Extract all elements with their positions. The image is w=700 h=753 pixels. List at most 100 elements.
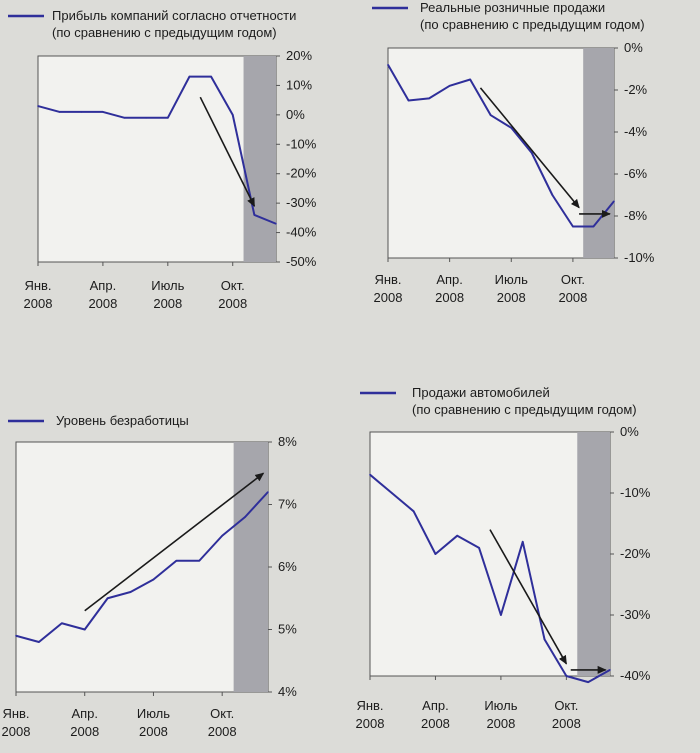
data-point (145, 117, 147, 119)
recession-shade (243, 56, 276, 262)
data-point (587, 681, 589, 683)
x-tick-label-month: Апр. (90, 278, 117, 293)
data-point (188, 75, 191, 78)
y-tick-label: 10% (286, 77, 312, 92)
x-tick-label-year: 2008 (486, 716, 515, 731)
chart-retail: Реальные розничные продажи (по сравнению … (372, 0, 655, 305)
data-point (61, 622, 63, 625)
y-tick-label: 6% (278, 559, 297, 574)
x-tick-label-year: 2008 (70, 724, 99, 739)
recession-shade (583, 48, 614, 258)
chart-title: Реальные розничные продажи (420, 0, 605, 15)
data-point (106, 597, 109, 600)
data-point (387, 64, 389, 66)
x-tick-label-year: 2008 (558, 290, 587, 305)
data-point (572, 225, 574, 228)
data-point (391, 492, 393, 494)
data-point (456, 534, 459, 537)
series-line (15, 491, 269, 643)
data-point (38, 641, 40, 643)
y-tick-label: 5% (278, 622, 297, 637)
x-tick-label-year: 2008 (374, 290, 403, 305)
data-point (543, 638, 546, 641)
y-tick-label: 0% (286, 107, 305, 122)
y-tick-label: -10% (620, 485, 651, 500)
data-point (510, 127, 513, 129)
data-point (448, 85, 451, 87)
data-point (609, 669, 611, 671)
data-point (80, 111, 83, 113)
chart-subtitle: (по сравнению с предыдущим годом) (52, 25, 277, 40)
y-tick-label: 0% (624, 40, 643, 55)
y-tick-label: 7% (278, 497, 297, 512)
recession-shade (233, 442, 268, 692)
x-tick-label-year: 2008 (2, 724, 31, 739)
series-line (369, 473, 611, 684)
data-point (253, 214, 256, 216)
chart-title: Прибыль компаний согласно отчетности (52, 8, 296, 23)
data-point (198, 559, 201, 562)
y-tick-label: -10% (286, 136, 317, 151)
series-line (37, 75, 277, 225)
data-point (129, 591, 132, 593)
y-tick-label: -50% (286, 254, 317, 269)
y-tick-label: -8% (624, 208, 648, 223)
x-tick-label-month: Июль (484, 698, 517, 713)
x-tick-label-year: 2008 (497, 290, 526, 305)
data-point (592, 225, 595, 228)
y-tick-label: -20% (286, 166, 317, 181)
chart-profit: Прибыль компаний согласно отчетности (по … (8, 8, 317, 311)
y-tick-label: -40% (620, 668, 651, 683)
x-tick-label-year: 2008 (435, 290, 464, 305)
data-point (37, 105, 39, 107)
x-tick-label-year: 2008 (24, 296, 53, 311)
y-tick-label: -40% (286, 225, 317, 240)
x-tick-label-year: 2008 (218, 296, 247, 311)
x-tick-label-month: Окт. (221, 278, 245, 293)
x-tick-label-year: 2008 (139, 724, 168, 739)
x-tick-label-month: Янв. (356, 698, 383, 713)
x-tick-label-month: Окт. (554, 698, 578, 713)
data-point (152, 578, 155, 581)
y-tick-label: 4% (278, 684, 297, 699)
plot-area (387, 47, 615, 259)
trend-arrow (479, 87, 580, 209)
y-tick-label: -30% (286, 195, 317, 210)
data-point (244, 516, 246, 518)
data-point (83, 628, 86, 631)
x-tick-label-year: 2008 (88, 296, 117, 311)
x-tick-label-month: Окт. (561, 272, 585, 287)
data-point (275, 222, 277, 225)
x-tick-label-year: 2008 (208, 724, 237, 739)
plot-area (37, 55, 277, 263)
x-tick-label-month: Янв. (2, 706, 29, 721)
y-tick-label: -30% (620, 607, 651, 622)
chart-subtitle: (по сравнению с предыдущим годом) (420, 17, 645, 32)
trend-arrow (489, 529, 568, 665)
plot-area (369, 431, 611, 677)
data-point (412, 510, 415, 513)
data-point (428, 97, 430, 100)
y-tick-label: -20% (620, 546, 651, 561)
x-tick-label-month: Июль (137, 706, 170, 721)
x-tick-label-month: Окт. (210, 706, 234, 721)
data-point (469, 78, 471, 81)
data-point (369, 473, 371, 476)
data-point (478, 547, 480, 549)
data-point (210, 75, 212, 78)
data-point (434, 553, 437, 555)
x-tick-label-year: 2008 (421, 716, 450, 731)
y-tick-label: 0% (620, 424, 639, 439)
data-point (521, 541, 524, 543)
x-tick-label-month: Апр. (71, 706, 98, 721)
recession-shade (577, 432, 610, 676)
data-point (123, 117, 126, 119)
y-tick-label: 20% (286, 48, 312, 63)
trend-arrow (199, 96, 256, 207)
y-tick-label: -4% (624, 124, 648, 139)
chart-autos: Продажи автомобилей (по сравнению с преды… (356, 385, 651, 731)
x-tick-label-year: 2008 (153, 296, 182, 311)
x-tick-label-month: Апр. (422, 698, 449, 713)
data-point (102, 111, 104, 113)
